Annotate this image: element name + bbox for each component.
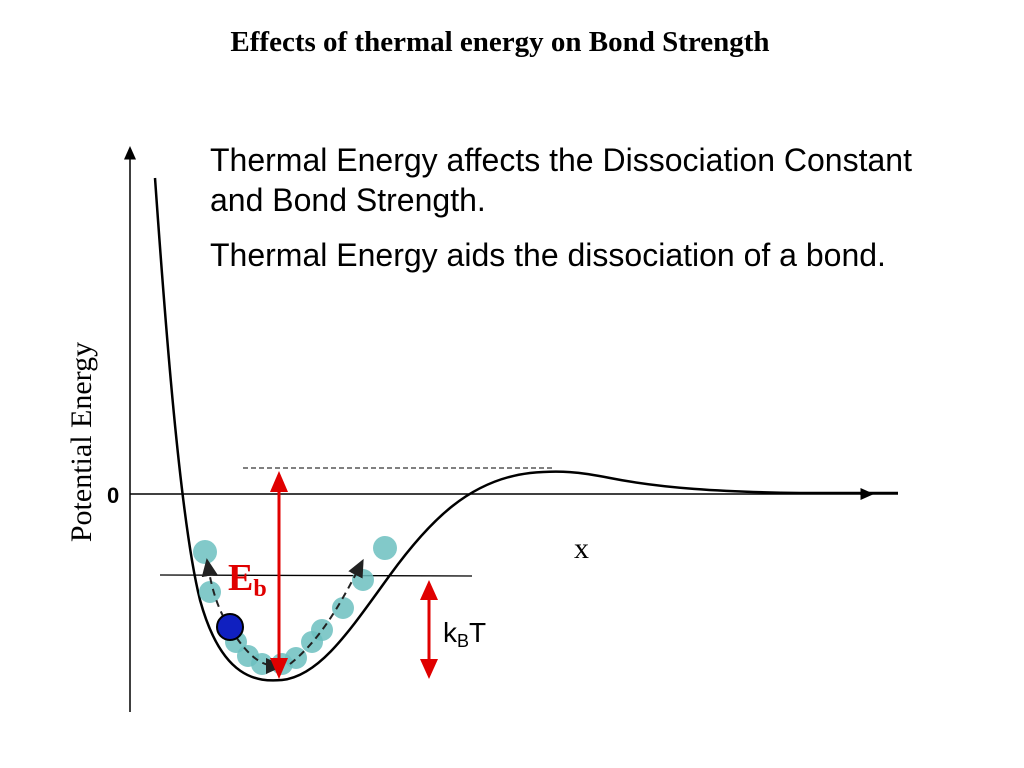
oscillation-path bbox=[289, 558, 364, 665]
body-text: Thermal Energy affects the Dissociation … bbox=[210, 140, 970, 290]
barrier-energy-arrow bbox=[270, 471, 288, 679]
barrier-energy-main: E bbox=[228, 557, 254, 599]
current-particle bbox=[216, 613, 244, 641]
barrier-energy-label: Eb bbox=[228, 556, 267, 603]
paragraph-dissociation-constant: Thermal Energy affects the Dissociation … bbox=[210, 142, 912, 218]
particle bbox=[332, 597, 354, 619]
thermal-energy-label: kBT bbox=[443, 617, 486, 652]
barrier-energy-subscript: b bbox=[253, 576, 267, 602]
paragraph-aids-dissociation: Thermal Energy aids the dissociation of … bbox=[210, 237, 886, 273]
particle bbox=[251, 653, 273, 675]
thermal-energy-tail: T bbox=[469, 617, 487, 648]
particle bbox=[373, 536, 397, 560]
thermal-energy-arrow bbox=[420, 580, 438, 679]
particle bbox=[352, 569, 374, 591]
x-axis-label: x bbox=[574, 532, 589, 565]
zero-label: 0 bbox=[107, 483, 120, 508]
particle bbox=[285, 647, 307, 669]
thermal-energy-subscript: B bbox=[457, 631, 470, 651]
particle bbox=[311, 619, 333, 641]
potential-energy-curve bbox=[153, 177, 898, 682]
thermal-level-line bbox=[159, 574, 473, 577]
y-axis-label: Potential Energy bbox=[65, 341, 98, 543]
particle bbox=[193, 540, 217, 564]
particle bbox=[199, 581, 221, 603]
slide-title: Effects of thermal energy on Bond Streng… bbox=[230, 26, 770, 58]
thermal-energy-main: k bbox=[443, 617, 457, 648]
